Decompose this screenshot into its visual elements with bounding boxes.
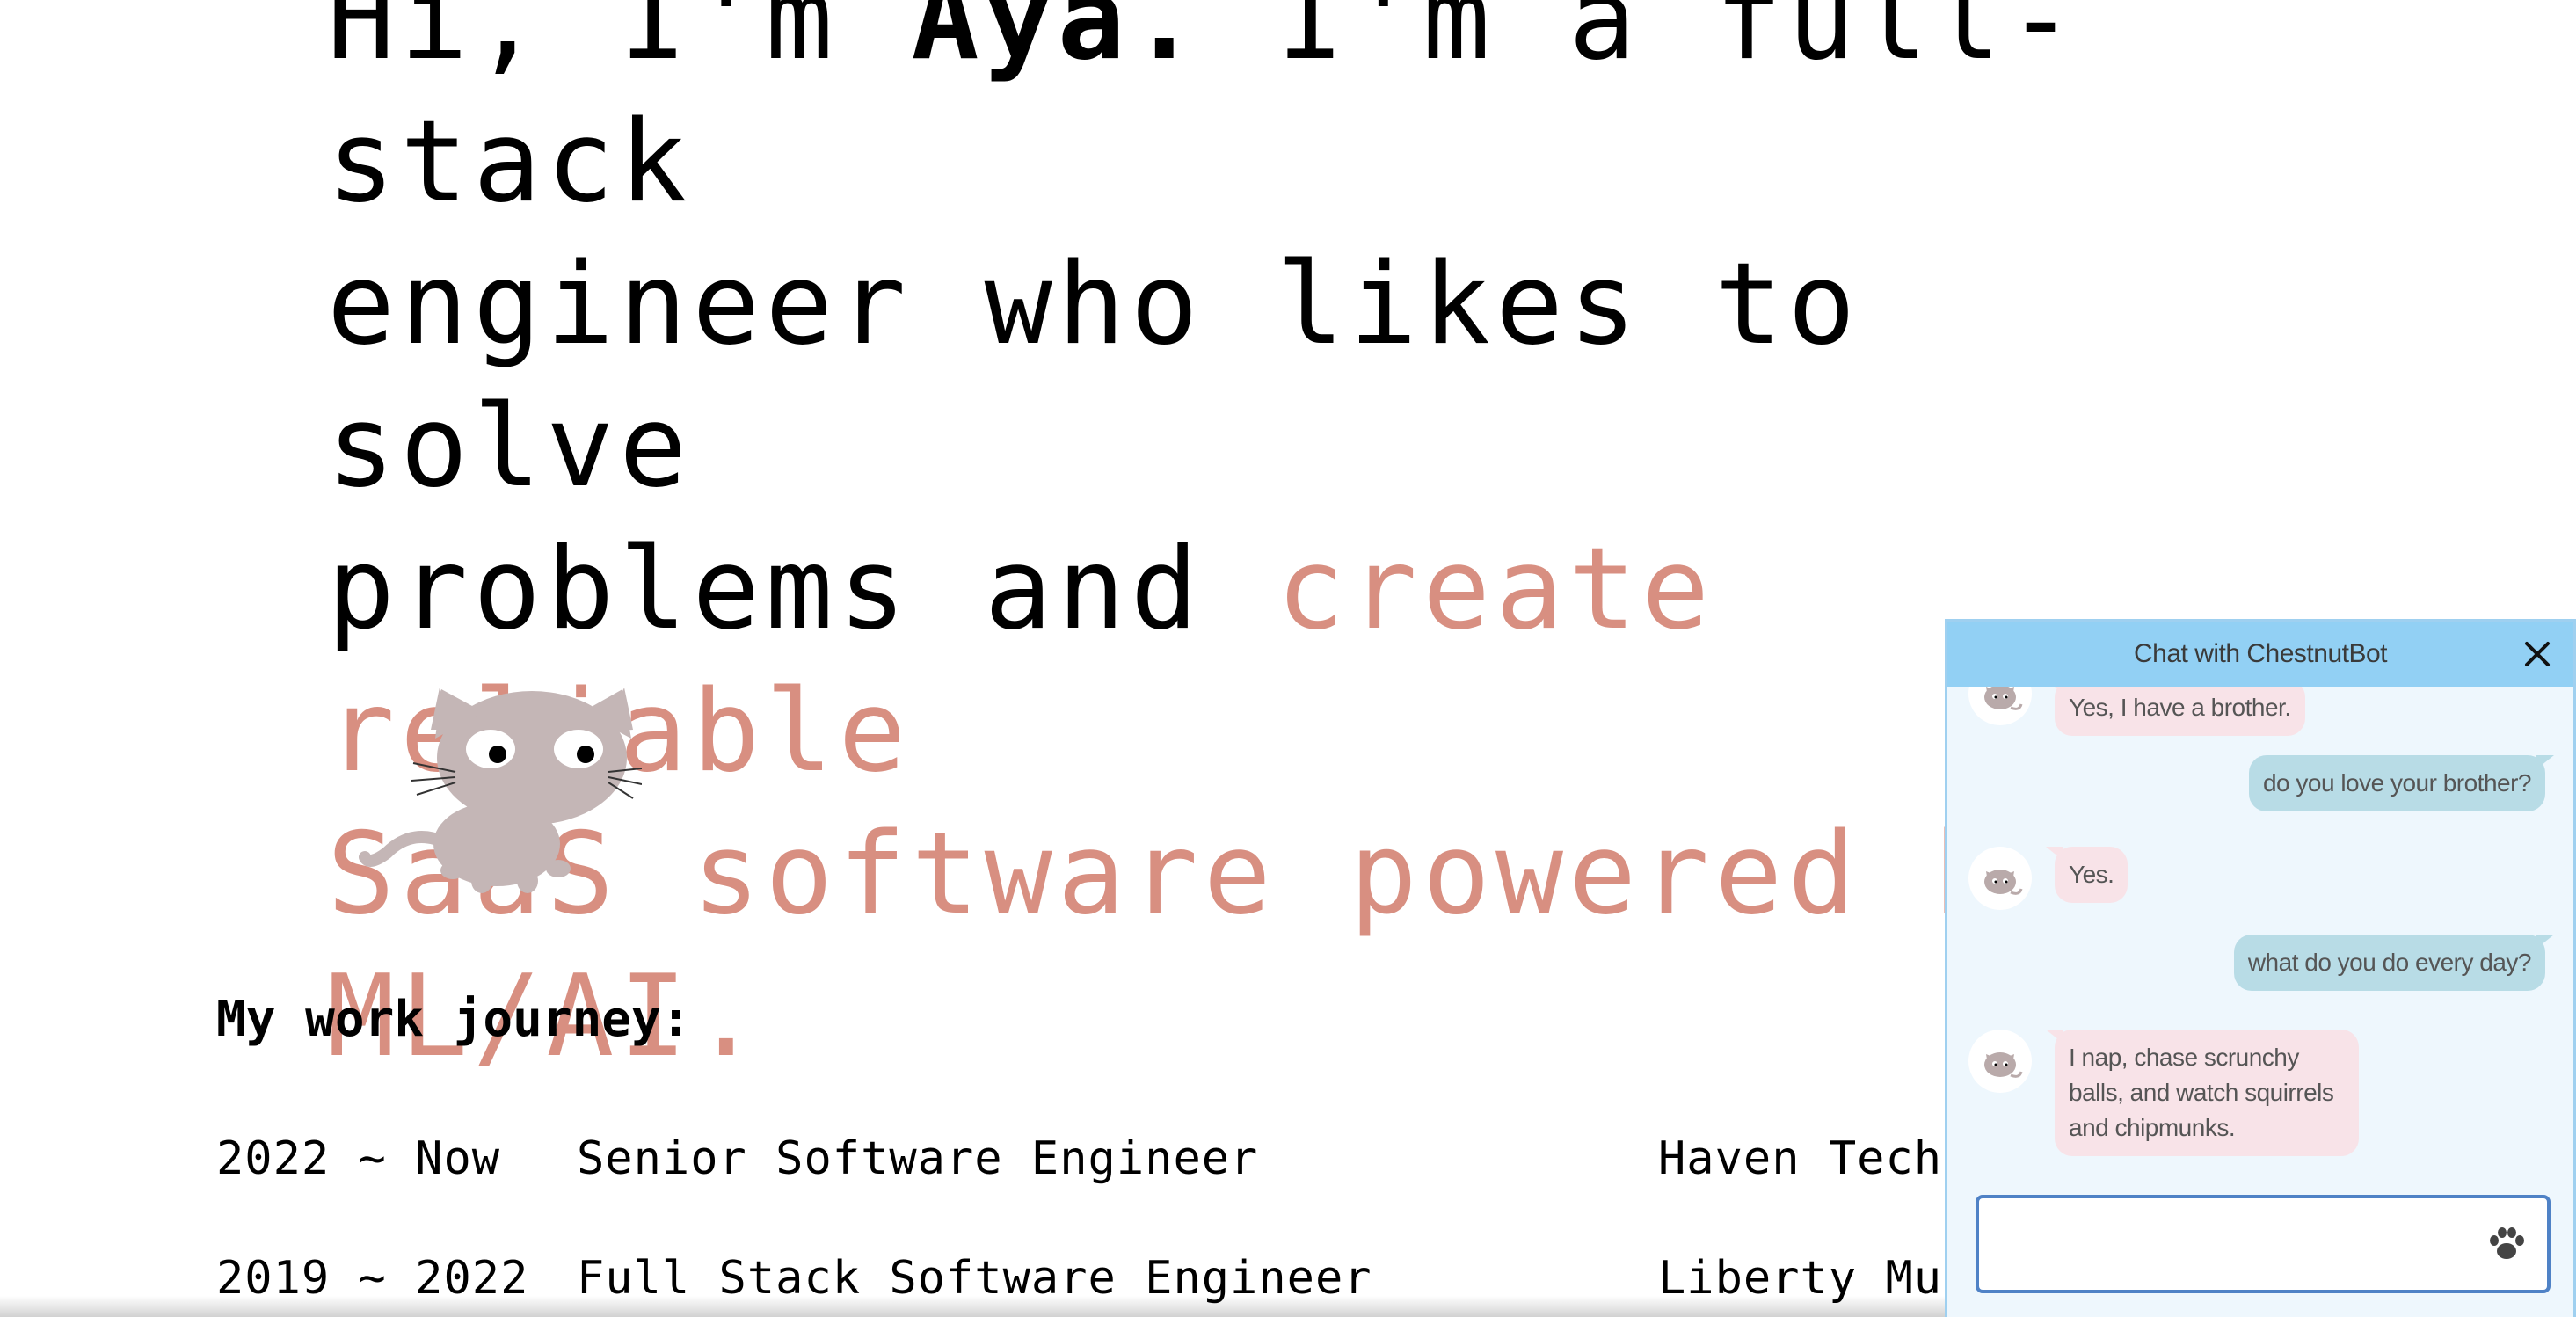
chat-input[interactable] — [1993, 1216, 2454, 1274]
chat-messages[interactable]: Yes, I have a brother. do you love your … — [1947, 687, 2573, 1179]
close-icon[interactable] — [2519, 636, 2556, 673]
chestnut-cat-icon — [359, 688, 642, 893]
chat-widget: Chat with ChestnutBot Yes, I have a brot… — [1945, 619, 2576, 1317]
chat-header: Chat with ChestnutBot — [1947, 622, 2573, 687]
bot-message: Yes. — [2045, 847, 2128, 903]
hero-name: Aya. — [911, 0, 1204, 85]
job-role: Full Stack Software Engineer — [577, 1252, 1372, 1305]
job-company: Haven Techn — [1658, 1132, 1971, 1185]
job-role: Senior Software Engineer — [577, 1132, 1259, 1185]
cat-avatar-icon — [1984, 870, 2023, 895]
hero-intro-tail: I'm a full-stack — [327, 0, 2080, 228]
hero-accent-1: create reliable — [327, 524, 1715, 797]
paw-icon[interactable] — [2485, 1223, 2528, 1265]
job-company: Liberty Mut — [1658, 1252, 1971, 1305]
hero-headline: Hi, I'm Aya. I'm a full-stack engineer wh… — [327, 0, 2261, 1088]
chat-title: Chat with ChestnutBot — [2134, 639, 2388, 668]
bot-avatar — [1968, 847, 2032, 910]
hero-line-2: engineer who likes to solve — [327, 239, 1861, 513]
job-row: 2019 ~ 2022 Full Stack Software Engineer… — [216, 1243, 2576, 1313]
user-message: what do you do every day? — [2233, 935, 2555, 991]
bot-message: Yes, I have a brother. — [2046, 687, 2305, 736]
bot-message: I nap, chase scrunchy balls, and watch s… — [2046, 1030, 2359, 1156]
chat-input-box — [1976, 1195, 2551, 1293]
hero-accent-3: ML/AI. — [327, 951, 766, 1082]
job-years: 2019 ~ 2022 — [216, 1252, 529, 1305]
bot-avatar — [1968, 687, 2032, 725]
bot-avatar — [1968, 1030, 2032, 1093]
hero-intro: Hi, I'm — [327, 0, 912, 85]
job-row: 2022 ~ Now Senior Software Engineer Have… — [216, 1124, 2576, 1194]
hero-accent-2: SaaS software powered by — [327, 809, 2080, 940]
job-years: 2022 ~ Now — [216, 1132, 501, 1185]
cat-avatar-icon — [1984, 687, 2023, 710]
hero-line-3: problems and — [327, 524, 1277, 655]
user-message: do you love your brother? — [2248, 755, 2555, 811]
work-journey-title: My work journey: — [216, 991, 691, 1048]
cat-avatar-icon — [1984, 1052, 2023, 1078]
